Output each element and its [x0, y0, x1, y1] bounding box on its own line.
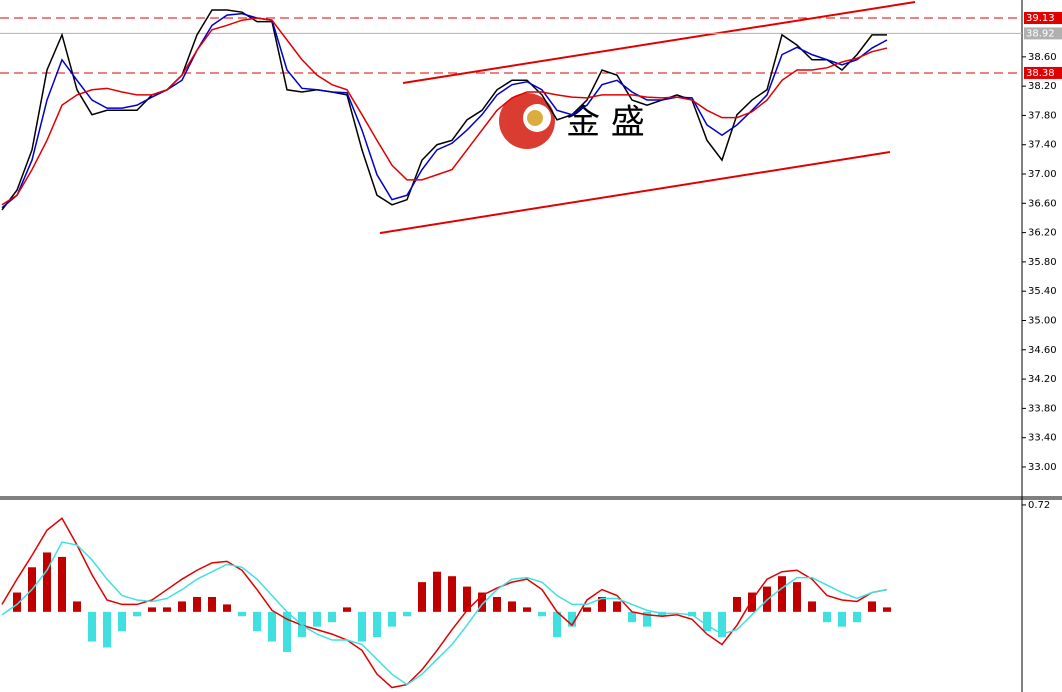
watermark: 金 盛 [566, 103, 645, 143]
histogram-bar [58, 556, 66, 612]
y-tick-label: 33.40 [1028, 433, 1057, 444]
histogram-bar [118, 611, 126, 632]
y-tick-label: 36.20 [1028, 228, 1057, 239]
histogram-bar [703, 611, 711, 632]
histogram-bar [238, 611, 246, 617]
level-label-bg [1024, 66, 1062, 79]
y-tick-label: 34.60 [1028, 345, 1057, 356]
histogram-bar [223, 604, 231, 612]
series-line [1, 541, 888, 686]
histogram-bar [808, 601, 816, 612]
histogram-bar [508, 601, 516, 612]
level-label: 38.38 [1026, 68, 1055, 79]
y-tick-label: 38.20 [1028, 81, 1057, 92]
histogram-bar [553, 611, 561, 638]
level-label: 39.13 [1026, 13, 1055, 24]
histogram-bar [478, 592, 486, 612]
histogram-bar [628, 611, 636, 623]
histogram-bar [208, 596, 216, 612]
histogram-bar [433, 571, 441, 612]
histogram-bar [178, 601, 186, 612]
histogram-bar [73, 601, 81, 612]
histogram-bar [493, 596, 501, 612]
histogram-bar [88, 611, 96, 642]
histogram-bar [718, 611, 726, 638]
histogram-bar [583, 607, 591, 612]
histogram-bar [418, 582, 426, 612]
histogram-bar [313, 611, 321, 627]
histogram-bar [523, 607, 531, 612]
histogram-bar [13, 592, 21, 612]
histogram-bar [103, 611, 111, 648]
y-tick-label: 0.72 [1028, 500, 1050, 511]
histogram-bar [43, 552, 51, 612]
histogram-bar [598, 596, 606, 612]
histogram-bar [853, 611, 861, 623]
histogram-bar [268, 611, 276, 642]
histogram-bar [253, 611, 261, 632]
histogram-bar [343, 607, 351, 612]
histogram-bar [568, 611, 576, 627]
y-tick-label: 35.40 [1028, 286, 1057, 297]
histogram-bar [373, 611, 381, 638]
histogram-bar [403, 611, 411, 617]
y-tick-label: 38.60 [1028, 52, 1057, 63]
histogram-bar [358, 611, 366, 642]
histogram-bar [778, 576, 786, 612]
histogram-bar [868, 601, 876, 612]
histogram-bar [163, 607, 171, 612]
logo-dot [527, 110, 543, 126]
histogram-bar [448, 576, 456, 612]
histogram-bar [283, 611, 291, 652]
level-label-bg [1024, 27, 1062, 40]
histogram-bar [838, 611, 846, 627]
histogram-bar [463, 586, 471, 612]
level-label-bg [1024, 12, 1062, 25]
histogram-bar [748, 592, 756, 612]
histogram-bar [793, 582, 801, 612]
histogram-bar [193, 596, 201, 612]
histogram-bar [538, 611, 546, 617]
histogram-bar [733, 596, 741, 612]
y-tick-label: 37.80 [1028, 110, 1057, 121]
y-tick-label: 33.00 [1028, 462, 1057, 473]
channel-upper [402, 1, 916, 84]
series-line [1, 17, 888, 206]
histogram-bar [388, 611, 396, 627]
series-line [1, 12, 888, 209]
histogram-bar [643, 611, 651, 627]
y-tick-label: 33.80 [1028, 403, 1057, 414]
series-line [1, 9, 887, 211]
y-tick-label: 35.80 [1028, 257, 1057, 268]
logo [499, 93, 555, 149]
level-label: 38.92 [1026, 28, 1055, 39]
channel-lower [379, 151, 891, 234]
histogram-bar [133, 611, 141, 617]
histogram-bar [823, 611, 831, 623]
histogram-bar [613, 601, 621, 612]
y-tick-label: 37.00 [1028, 169, 1057, 180]
histogram-bar [148, 607, 156, 612]
y-tick-label: 35.00 [1028, 315, 1057, 326]
histogram-bar [883, 607, 891, 612]
histogram-bar [328, 611, 336, 623]
y-tick-label: 34.20 [1028, 374, 1057, 385]
y-tick-label: 36.60 [1028, 198, 1057, 209]
y-tick-label: 37.40 [1028, 140, 1057, 151]
